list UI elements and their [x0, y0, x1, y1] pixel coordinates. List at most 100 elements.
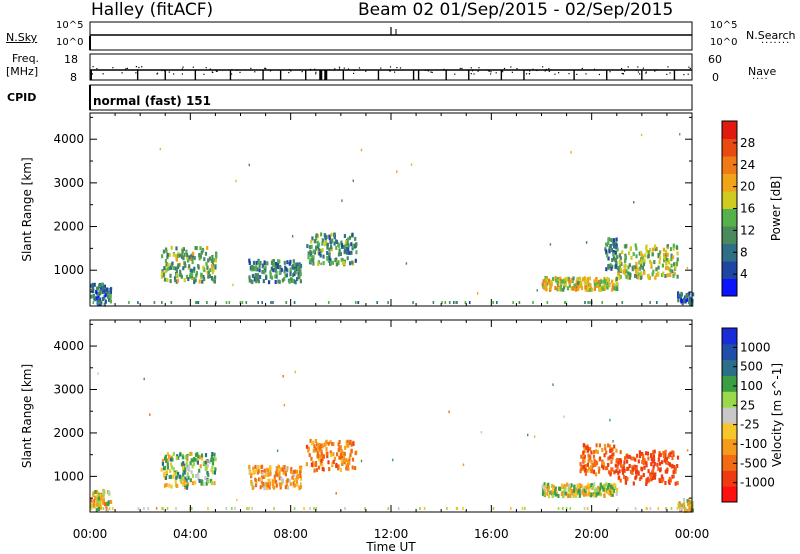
- echo-cell: [203, 257, 206, 262]
- echo-cell: [277, 259, 280, 264]
- echo-cell: [196, 452, 199, 457]
- near-range-echo: [175, 507, 177, 510]
- nave-dot: [687, 73, 689, 75]
- echo-cell: [588, 491, 591, 496]
- echo-cell: [647, 254, 650, 258]
- echo-cell: [297, 267, 300, 272]
- echo-cell: [207, 258, 210, 263]
- echo-cell: [168, 475, 171, 479]
- echo-cell: [107, 502, 110, 507]
- echo-cell: [161, 269, 164, 274]
- isolated-echo: [612, 440, 614, 443]
- echo-cell: [590, 460, 593, 465]
- echo-cell: [584, 490, 587, 495]
- echo-cell: [547, 482, 550, 487]
- echo-cell: [109, 294, 112, 298]
- nave-dot: [136, 69, 138, 71]
- near-range-echo: [387, 301, 389, 304]
- echo-cell: [333, 232, 336, 237]
- echo-cell: [604, 488, 607, 493]
- echo-cell: [688, 503, 691, 508]
- echo-cell: [188, 264, 191, 269]
- echo-cell: [667, 454, 670, 459]
- echo-cell: [210, 458, 213, 463]
- echo-cell: [671, 255, 675, 260]
- isolated-echo: [640, 133, 643, 137]
- echo-cell: [181, 455, 185, 460]
- near-range-echo: [128, 301, 130, 304]
- echo-cell: [543, 490, 546, 495]
- echo-cell: [600, 280, 603, 284]
- near-range-echo: [357, 301, 359, 304]
- velocity-colorbar-tick-label: -25: [740, 418, 760, 432]
- echo-cell: [652, 464, 655, 469]
- echo-cell: [197, 265, 200, 270]
- isolated-echo: [536, 289, 538, 292]
- echo-cell: [257, 260, 260, 265]
- echo-cell: [620, 463, 623, 468]
- nave-dot: [490, 71, 492, 73]
- nave-dot: [90, 73, 92, 75]
- echo-cell: [100, 492, 103, 497]
- echo-cell: [619, 459, 623, 464]
- echo-cell: [214, 457, 217, 462]
- echo-cell: [619, 256, 622, 261]
- echo-cell: [616, 287, 619, 292]
- echo-cell: [182, 266, 185, 271]
- nave-dot: [510, 66, 512, 68]
- echo-cell: [188, 255, 191, 260]
- echo-cell: [177, 455, 180, 460]
- echo-cell: [611, 452, 614, 457]
- nave-dot: [91, 73, 93, 75]
- echo-cell: [103, 502, 107, 506]
- nave-dot: [254, 71, 256, 73]
- echo-cell: [297, 275, 300, 280]
- echo-cell: [624, 271, 627, 276]
- echo-cell: [289, 272, 292, 277]
- echo-cell: [634, 265, 637, 269]
- echo-cell: [269, 274, 272, 279]
- isolated-echo: [291, 235, 294, 238]
- echo-cell: [259, 275, 262, 279]
- nave-dot: [125, 68, 127, 70]
- echo-cell: [612, 238, 616, 243]
- echo-cell: [662, 451, 665, 455]
- echo-cell: [350, 442, 353, 447]
- echo-cell: [198, 479, 201, 483]
- echo-cell: [543, 285, 546, 290]
- isolated-echo: [585, 241, 588, 244]
- echo-cell: [607, 265, 610, 270]
- echo-cell: [666, 244, 669, 249]
- echo-cell: [108, 297, 111, 302]
- echo-cell: [199, 464, 202, 469]
- echo-cell: [605, 450, 608, 455]
- echo-cell: [555, 489, 558, 494]
- echo-cell: [578, 493, 581, 498]
- echo-cell: [570, 278, 573, 282]
- nave-dot: [487, 69, 489, 71]
- echo-cell: [279, 264, 282, 269]
- echo-cell: [348, 459, 351, 464]
- echo-cell: [182, 465, 185, 470]
- echo-cell: [337, 242, 340, 247]
- x-tick-label: 16:00: [474, 527, 509, 541]
- echo-cell: [652, 468, 655, 473]
- echo-cell: [606, 285, 609, 290]
- echo-cell: [669, 451, 672, 456]
- y-tick-label: 1000: [53, 263, 84, 277]
- echo-cell: [299, 263, 303, 268]
- echo-cell: [187, 277, 190, 282]
- echo-cell: [166, 458, 169, 463]
- echo-cell: [607, 256, 610, 261]
- echo-cell: [165, 459, 168, 463]
- isolated-echo: [633, 201, 635, 204]
- echo-cell: [252, 470, 255, 475]
- nave-dot: [443, 68, 445, 70]
- echo-cell: [195, 271, 198, 275]
- echo-cell: [595, 472, 598, 477]
- echo-cell: [191, 272, 194, 277]
- echo-cell: [259, 260, 262, 265]
- echo-cell: [176, 278, 179, 283]
- echo-cell: [673, 465, 676, 469]
